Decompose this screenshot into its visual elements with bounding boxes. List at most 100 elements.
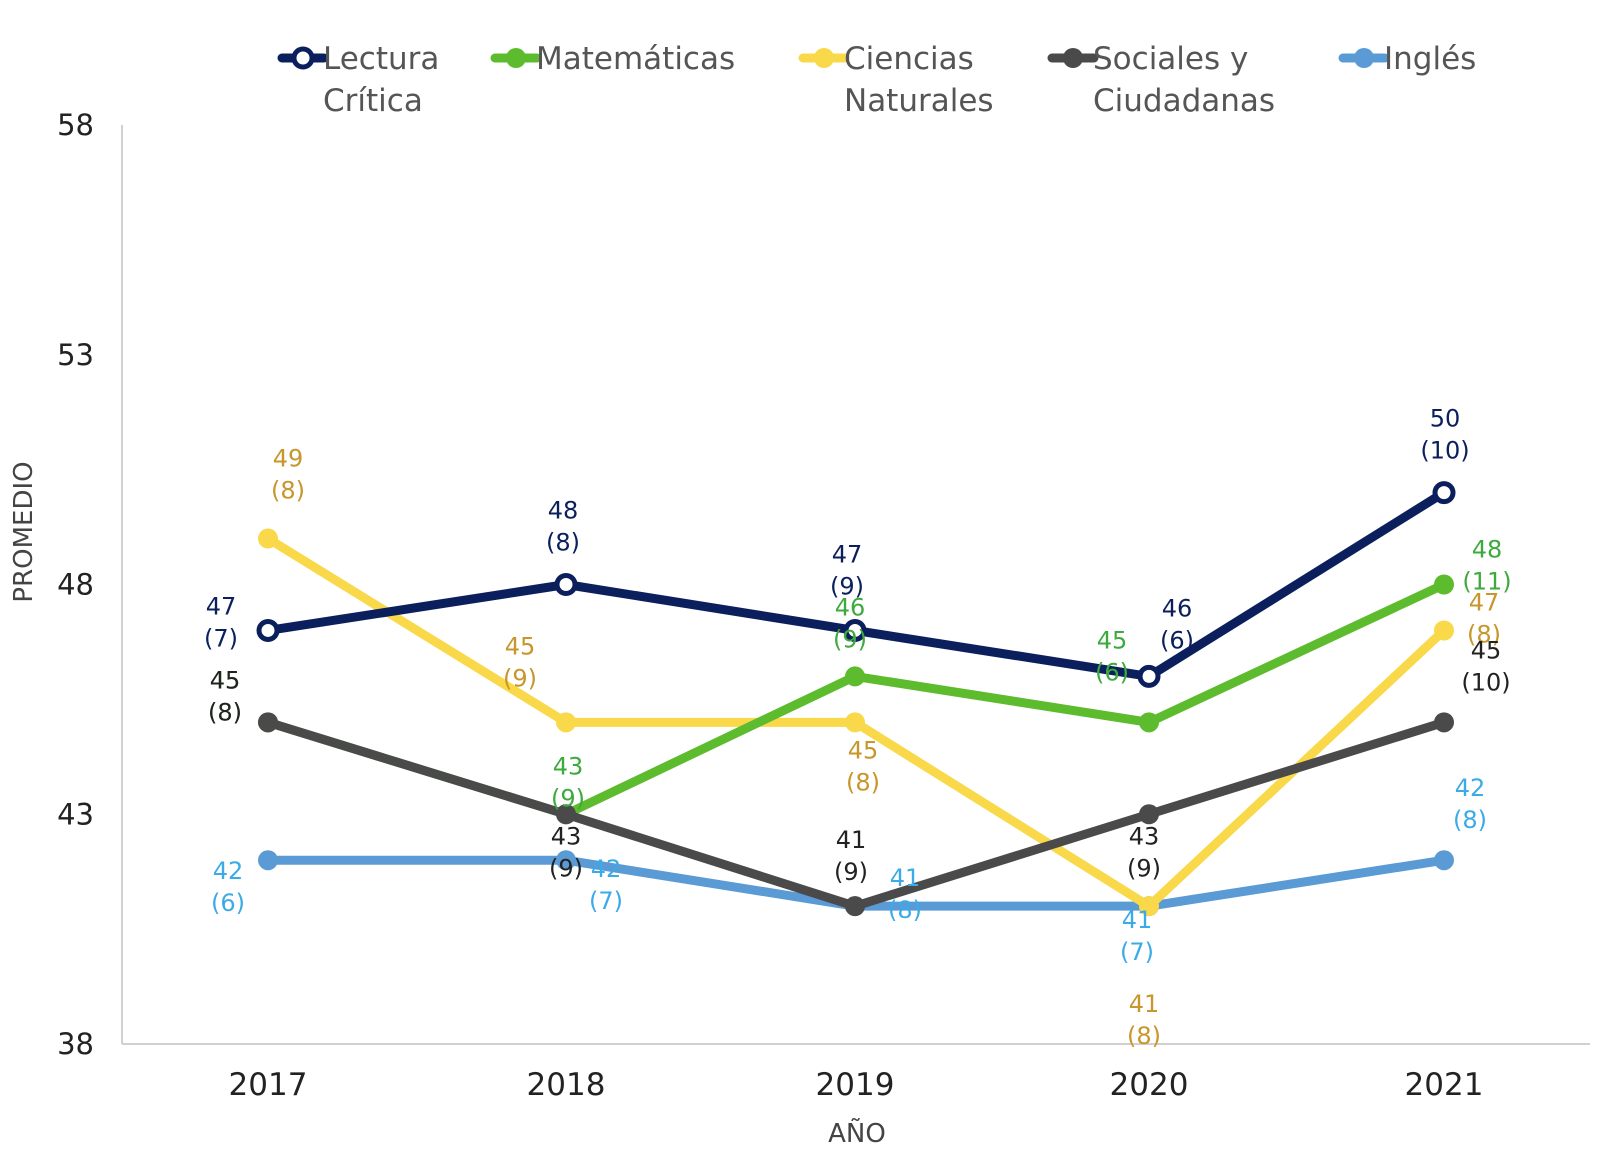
data-label-sd: (6) <box>211 889 245 917</box>
data-label-value: 46 <box>1162 594 1193 622</box>
data-label-value: 49 <box>273 445 304 473</box>
data-point <box>1434 850 1454 871</box>
plot-area <box>256 481 1456 917</box>
data-label: 41 (8) <box>1127 990 1161 1050</box>
data-point <box>556 850 576 871</box>
data-label-value: 47 <box>1469 588 1500 616</box>
data-label: 43 (9) <box>551 752 585 812</box>
data-label-sd: (8) <box>1127 1022 1161 1050</box>
data-label: 45 (8) <box>846 736 880 796</box>
data-label-sd: (11) <box>1462 568 1511 596</box>
data-label-sd: (9) <box>1127 854 1161 882</box>
data-label: 42 (7) <box>589 855 623 915</box>
x-tick-label: 2019 <box>816 1067 895 1103</box>
data-label-sd: (9) <box>503 664 537 692</box>
data-label-sd: (9) <box>551 784 585 812</box>
legend-label: Crítica <box>323 83 423 119</box>
legend-marker <box>1063 48 1083 68</box>
data-label: 41 (9) <box>834 826 868 886</box>
data-label-value: 42 <box>213 857 244 885</box>
data-label: 45 (6) <box>1095 626 1129 686</box>
data-label: 46 (6) <box>1160 594 1194 654</box>
data-label: 45 (10) <box>1461 636 1510 696</box>
data-label: 45 (8) <box>208 666 242 726</box>
x-tick-label: 2018 <box>527 1067 606 1103</box>
data-label-sd: (9) <box>549 854 583 882</box>
data-point <box>256 618 280 642</box>
data-point <box>1434 574 1454 595</box>
y-tick-label: 53 <box>57 338 94 372</box>
data-label: 45 (8) <box>208 666 242 726</box>
data-label: 43 (9) <box>1127 822 1161 882</box>
legend-label: Naturales <box>844 83 994 119</box>
data-label-value: 48 <box>1472 536 1503 564</box>
x-axis: 2017 2018 2019 2020 2021 <box>122 1043 1590 1103</box>
data-point <box>1432 481 1456 505</box>
legend-label: Sociales y <box>1093 41 1248 77</box>
data-label: 45 (9) <box>503 632 537 692</box>
data-label-sd: (8) <box>888 896 922 924</box>
data-label-value: 42 <box>591 855 622 883</box>
data-labels: 47 (7)48 (8) 47 (9)46 (6)50 (10)45 (8)43 (9)46 (9… <box>204 405 1512 1051</box>
data-point <box>1139 712 1159 733</box>
data-point <box>556 804 576 825</box>
data-label-sd: (7) <box>589 887 623 915</box>
y-tick-label: 48 <box>57 568 94 602</box>
data-label-value: 41 <box>836 826 867 854</box>
data-label-sd: (6) <box>1160 626 1194 654</box>
data-point <box>258 712 278 733</box>
data-label-value: 41 <box>1122 906 1153 934</box>
data-label: 49 (8) <box>271 445 305 505</box>
legend-marker <box>506 48 526 68</box>
data-label: 43 (9) <box>549 822 583 882</box>
data-label: 42 (6) <box>211 857 245 917</box>
legend: Lectura Crítica Matemáticas Ciencias Natural… <box>277 41 1476 119</box>
data-label: 42 (8) <box>1453 774 1487 834</box>
x-tick-label: 2021 <box>1405 1067 1484 1103</box>
data-label: 48 (8) <box>546 497 580 557</box>
data-label-value: 47 <box>206 592 237 620</box>
data-point <box>1434 620 1454 641</box>
data-label-value: 43 <box>551 822 582 850</box>
data-point <box>845 712 865 733</box>
legend-marker <box>291 46 315 70</box>
data-label-value: 48 <box>548 497 579 525</box>
legend-label: Lectura <box>323 41 439 77</box>
data-label-sd: (9) <box>830 572 864 600</box>
y-tick-label: 38 <box>57 1027 94 1061</box>
data-label-sd: (8) <box>546 529 580 557</box>
data-point <box>1139 896 1159 917</box>
data-label-sd: (9) <box>833 625 867 653</box>
data-label-sd: (10) <box>1461 668 1510 696</box>
data-label-value: 45 <box>848 736 879 764</box>
y-axis-title: PROMEDIO <box>9 461 39 602</box>
data-label-value: 45 <box>505 632 536 660</box>
data-label-sd: (8) <box>208 698 242 726</box>
data-label: 47 (9) <box>830 540 864 600</box>
legend-marker <box>814 48 834 68</box>
x-tick-label: 2020 <box>1110 1067 1189 1103</box>
data-point <box>556 712 576 733</box>
data-label-value: 42 <box>1455 774 1486 802</box>
legend-label: Matemáticas <box>536 41 735 77</box>
data-point <box>1434 712 1454 733</box>
data-label-value: 43 <box>553 752 584 780</box>
data-label-value: 46 <box>835 593 866 621</box>
y-tick-label: 58 <box>57 108 94 142</box>
legend-label: Ciencias <box>844 41 974 77</box>
legend-label: Inglés <box>1384 41 1476 77</box>
data-label-sd: (7) <box>1120 938 1154 966</box>
data-point <box>1139 804 1159 825</box>
data-label-value: 41 <box>1129 990 1160 1018</box>
data-point <box>845 896 865 917</box>
data-label-sd: (8) <box>208 698 242 726</box>
data-label-value: 45 <box>1097 626 1128 654</box>
x-axis-title: AÑO <box>828 1117 886 1149</box>
data-label: 41 (7) <box>1120 906 1154 966</box>
data-label-value: 45 <box>210 666 241 694</box>
data-label-sd: (9) <box>834 858 868 886</box>
data-label-value: 47 <box>832 540 863 568</box>
data-label: 47 (7) <box>204 592 238 652</box>
data-point <box>258 850 278 871</box>
legend-label: Ciudadanas <box>1093 83 1275 119</box>
